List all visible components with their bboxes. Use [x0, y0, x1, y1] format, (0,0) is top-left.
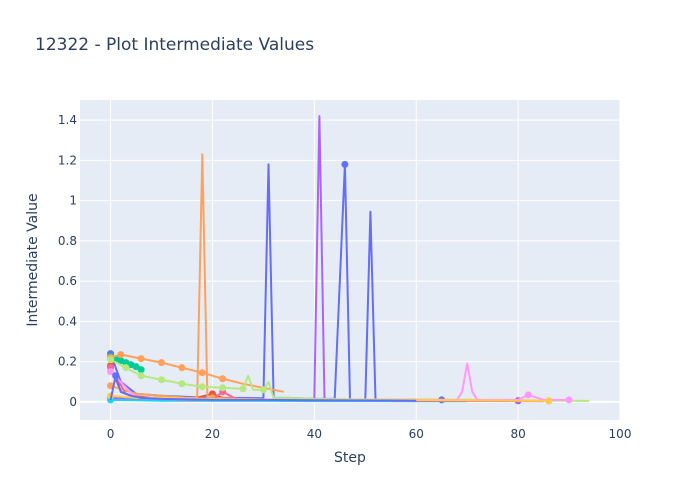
x-tick-label: 60: [409, 427, 424, 441]
y-axis-title: Intermediate Value: [25, 193, 41, 326]
data-point: [137, 366, 145, 374]
data-point: [219, 384, 227, 392]
series-12: [109, 372, 417, 402]
series-line: [109, 374, 417, 402]
data-point: [137, 372, 145, 380]
data-point: [524, 391, 532, 399]
data-point: [565, 396, 573, 404]
x-tick-label: 100: [609, 427, 632, 441]
data-point: [239, 385, 247, 393]
x-tick-label: 40: [307, 427, 322, 441]
y-tick-label: 0.4: [58, 314, 77, 328]
data-point: [219, 375, 227, 383]
data-point: [112, 372, 120, 380]
data-point: [545, 397, 553, 405]
data-point: [259, 386, 267, 394]
data-point: [178, 364, 186, 372]
y-tick-label: 1: [69, 194, 77, 208]
data-point: [198, 383, 206, 391]
chart-title: 12322 - Plot Intermediate Values: [35, 35, 314, 55]
data-point: [158, 359, 166, 367]
data-point: [122, 364, 130, 372]
data-point: [117, 351, 125, 359]
data-point: [158, 376, 166, 384]
data-point: [178, 380, 186, 388]
series-5: [107, 351, 284, 393]
ticks: 0 20 40 60 80 100 0 0.2 0.4 0.6 0.8 1 1.2 1.4: [58, 113, 632, 441]
x-axis-title: Step: [334, 450, 366, 466]
x-tick-label: 80: [510, 427, 525, 441]
y-tick-label: 0.8: [58, 234, 77, 248]
x-tick-label: 0: [107, 427, 115, 441]
data-point: [107, 356, 115, 364]
x-tick-label: 20: [205, 427, 220, 441]
y-tick-label: 0.6: [58, 274, 77, 288]
data-point: [198, 369, 206, 377]
y-tick-label: 0: [69, 395, 77, 409]
data-point: [341, 160, 349, 168]
y-tick-label: 0.2: [58, 355, 77, 369]
data-point: [132, 363, 140, 371]
data-point: [137, 355, 145, 363]
y-tick-label: 1.2: [58, 153, 77, 167]
data-point: [107, 368, 115, 376]
series-layer: [107, 115, 590, 405]
y-tick-label: 1.4: [58, 113, 77, 127]
